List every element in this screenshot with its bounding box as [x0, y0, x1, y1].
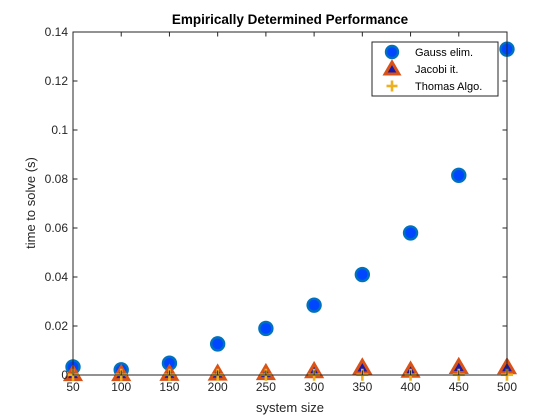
data-point-circle-0-8 [451, 167, 467, 184]
axes: 50 100 150 200 250 300 350 400 450 500 0 0.02 0.04 0.… [45, 25, 518, 394]
legend-marker-triangle [382, 59, 402, 76]
y-tick-label: 0.12 [45, 74, 69, 88]
legend-marker-plus [386, 80, 398, 92]
x-tick-label: 350 [352, 380, 372, 394]
y-tick-label: 0.08 [45, 172, 69, 186]
chart-title: Empirically Determined Performance [172, 12, 409, 27]
x-tick-label: 400 [401, 380, 421, 394]
x-tick-label: 500 [497, 380, 517, 394]
y-tick-label: 0.1 [51, 123, 68, 137]
data-point-circle-0-6 [354, 266, 371, 283]
legend-entry: Jacobi it. [415, 64, 458, 76]
y-tick-label: 0.04 [45, 270, 69, 284]
x-tick-label: 100 [111, 380, 131, 394]
x-tick-label: 200 [208, 380, 228, 394]
legend-marker-circle [384, 44, 400, 60]
x-tick-label: 150 [159, 380, 179, 394]
legend: Gauss elim. Jacobi it. Thomas Algo. [371, 41, 499, 97]
data-point-circle-0-4 [258, 320, 274, 337]
legend-entry: Thomas Algo. [415, 81, 482, 93]
x-axis-label: system size [256, 400, 324, 415]
y-tick-label: 0.14 [45, 25, 69, 39]
data-point-circle-0-5 [306, 297, 322, 313]
data-point-circle-0-7 [402, 225, 419, 241]
data-point-circle-0-3 [209, 336, 226, 352]
x-tick-label: 50 [66, 380, 80, 394]
x-tick-label: 300 [304, 380, 324, 394]
x-tick-label: 250 [256, 380, 276, 394]
y-tick-label: 0 [61, 368, 68, 382]
legend-entry: Gauss elim. [415, 47, 473, 59]
axes-box [72, 31, 508, 376]
y-axis-label: time to solve (s) [23, 157, 38, 249]
y-tick-label: 0.06 [45, 221, 69, 235]
y-tick-label: 0.02 [45, 319, 69, 333]
x-tick-label: 450 [449, 380, 469, 394]
